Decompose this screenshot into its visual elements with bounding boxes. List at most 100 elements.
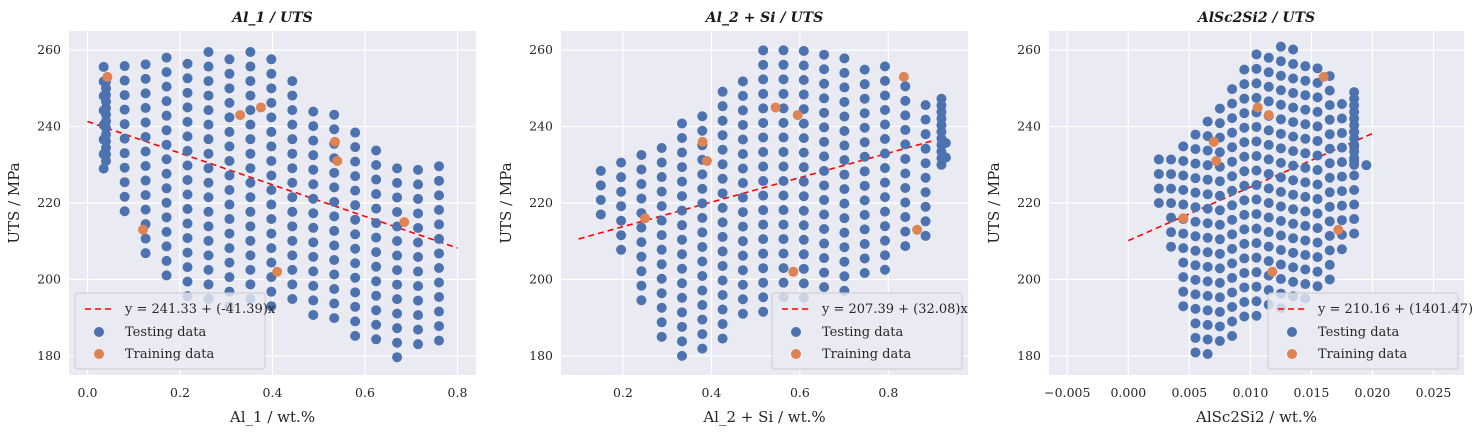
testing-point: [1202, 174, 1213, 185]
testing-point: [1227, 171, 1238, 182]
testing-point: [266, 68, 277, 79]
testing-point: [203, 163, 214, 174]
testing-point: [1251, 150, 1262, 161]
testing-point: [778, 117, 789, 128]
x-tick-label: −0.005: [1044, 385, 1090, 400]
testing-point: [1153, 168, 1164, 179]
testing-point: [182, 160, 193, 171]
testing-point: [697, 198, 708, 209]
testing-point: [1251, 78, 1262, 89]
testing-point: [1190, 245, 1201, 256]
testing-point: [1251, 180, 1262, 191]
testing-point: [677, 191, 688, 202]
testing-point: [287, 206, 298, 217]
testing-point: [1324, 245, 1335, 256]
testing-point: [266, 170, 277, 181]
testing-point: [1202, 232, 1213, 243]
testing-point: [717, 115, 728, 126]
testing-point: [1214, 277, 1225, 288]
testing-point: [308, 222, 319, 233]
testing-point: [371, 290, 382, 301]
training-point: [1333, 224, 1344, 235]
testing-point: [308, 106, 319, 117]
testing-point: [1190, 303, 1201, 314]
testing-point: [350, 171, 361, 182]
testing-point: [1239, 282, 1250, 293]
testing-point: [287, 76, 298, 87]
testing-point: [119, 75, 130, 86]
testing-point: [245, 61, 256, 72]
testing-point: [1336, 186, 1347, 197]
testing-point: [737, 119, 748, 130]
y-tick-label: 200: [37, 271, 61, 286]
testing-point: [140, 73, 151, 84]
testing-point: [778, 175, 789, 186]
testing-point: [778, 161, 789, 172]
testing-point: [203, 134, 214, 145]
testing-point: [1263, 168, 1274, 179]
testing-point: [616, 172, 627, 183]
testing-point: [434, 335, 444, 346]
testing-point: [329, 211, 340, 222]
testing-point: [1178, 155, 1189, 166]
testing-point: [371, 218, 382, 229]
testing-point: [413, 324, 424, 335]
x-tick-label: 0.010: [1232, 385, 1268, 400]
x-tick-label: 0.0: [78, 385, 98, 400]
testing-point: [1312, 223, 1323, 234]
testing-point: [161, 125, 172, 136]
testing-point: [119, 177, 130, 188]
x-tick-label: 0.8: [878, 385, 898, 400]
testing-point: [371, 261, 382, 272]
testing-point: [1214, 292, 1225, 303]
testing-point: [1300, 279, 1311, 290]
testing-point: [1300, 264, 1311, 275]
testing-point: [203, 250, 214, 261]
testing-point: [245, 148, 256, 159]
testing-point: [1336, 200, 1347, 211]
testing-point: [1202, 247, 1213, 258]
testing-point: [859, 166, 870, 177]
testing-point: [1227, 258, 1238, 269]
testing-point: [1275, 85, 1286, 96]
testing-point: [1300, 119, 1311, 130]
testing-point: [677, 176, 688, 187]
testing-point: [920, 216, 931, 227]
testing-point: [839, 242, 850, 253]
testing-point: [1324, 187, 1335, 198]
testing-point: [778, 277, 789, 288]
testing-point: [1300, 206, 1311, 217]
testing-point: [1288, 204, 1299, 215]
testing-point: [677, 162, 688, 173]
testing-point: [413, 252, 424, 263]
testing-point: [737, 294, 748, 305]
testing-point: [1202, 160, 1213, 171]
testing-point: [140, 233, 151, 244]
testing-point: [616, 230, 627, 241]
testing-point: [1312, 266, 1323, 277]
x-tick-label: 0.2: [170, 385, 190, 400]
testing-point: [879, 104, 890, 115]
testing-point: [920, 201, 931, 212]
testing-point: [636, 149, 647, 160]
x-axis-label: AlSc2Si2 / wt.%: [1195, 408, 1317, 426]
testing-point: [798, 45, 809, 56]
testing-point: [308, 121, 319, 132]
testing-point: [1214, 205, 1225, 216]
testing-point: [758, 190, 769, 201]
testing-point: [1288, 73, 1299, 84]
testing-point: [161, 110, 172, 121]
testing-point: [879, 221, 890, 232]
legend-fit-label: y = 207.39 + (32.08)x: [821, 302, 969, 317]
testing-point: [224, 155, 235, 166]
testing-point: [1288, 146, 1299, 157]
testing-point: [758, 234, 769, 245]
testing-point: [1349, 170, 1360, 181]
legend-frame: [1267, 292, 1459, 370]
legend-training-swatch: [1287, 349, 1297, 359]
testing-point: [434, 233, 444, 244]
testing-point: [758, 88, 769, 99]
testing-point: [224, 272, 235, 283]
testing-point: [266, 286, 277, 297]
testing-point: [1239, 79, 1250, 90]
